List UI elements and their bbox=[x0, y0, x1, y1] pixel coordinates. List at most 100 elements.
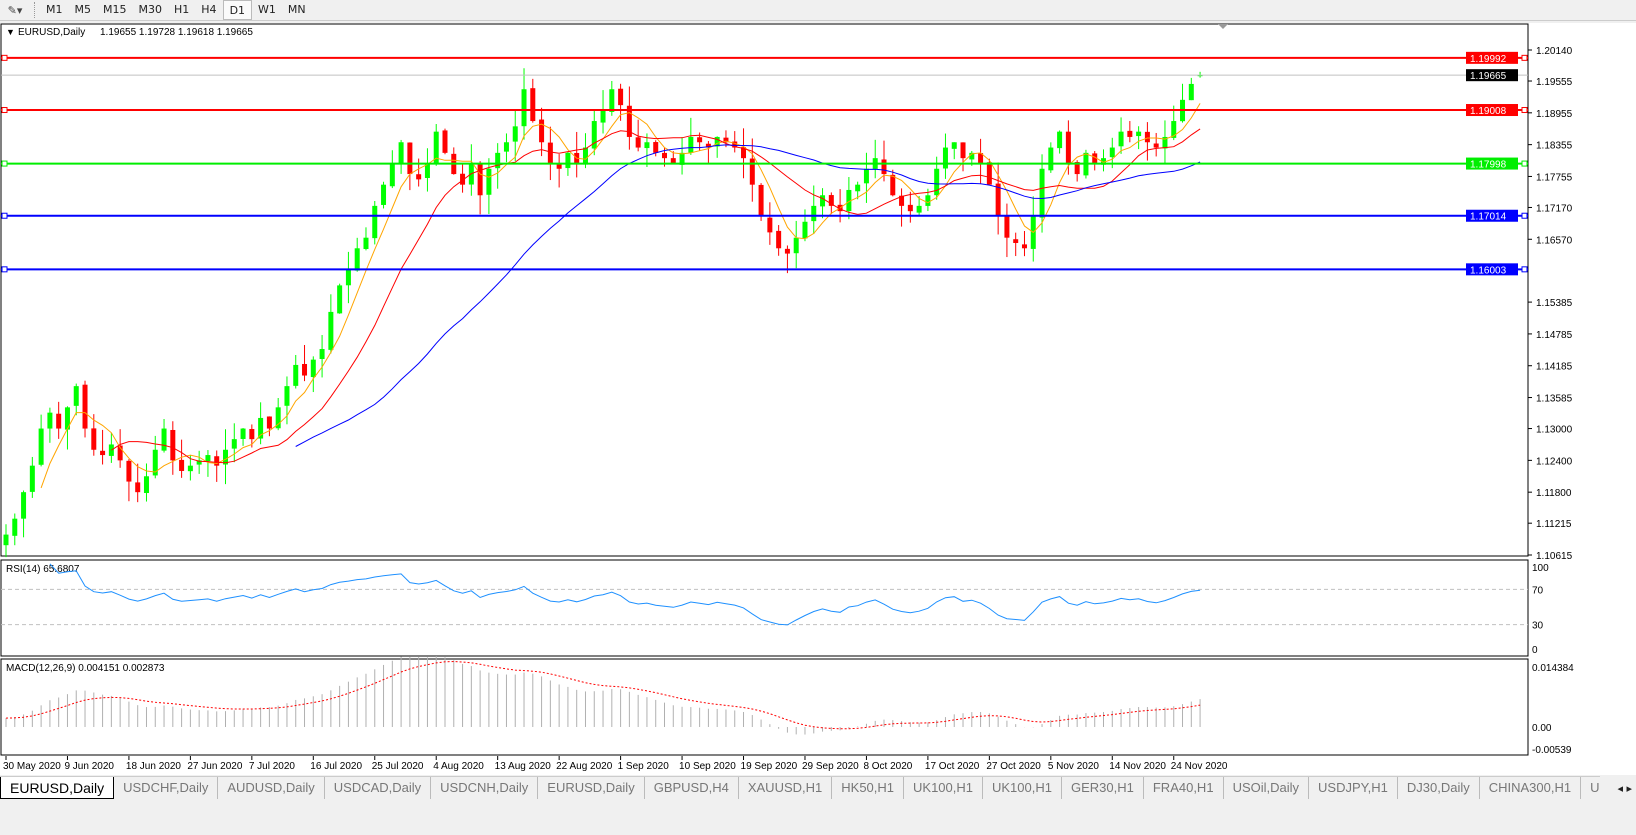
timeframe-h1[interactable]: H1 bbox=[174, 3, 190, 16]
candle-body bbox=[1092, 153, 1098, 164]
date-tick-label: 9 Jun 2020 bbox=[64, 761, 114, 772]
candle-body bbox=[1065, 131, 1071, 164]
timeframe-m15[interactable]: M15 bbox=[103, 3, 127, 16]
candle-body bbox=[662, 152, 667, 159]
level-price-label: 1.17998 bbox=[1470, 160, 1507, 171]
candle-body bbox=[521, 89, 527, 127]
date-tick-label: 18 Jun 2020 bbox=[126, 761, 181, 772]
candle-body bbox=[890, 174, 896, 196]
candle-body bbox=[240, 428, 246, 439]
price-chart[interactable]: ▼ EURUSD,Daily 1.19655 1.19728 1.19618 1.1… bbox=[0, 23, 1636, 775]
chart-tab[interactable]: AUDUSD,Daily bbox=[218, 777, 325, 799]
candle-body bbox=[960, 142, 966, 159]
level-price-box bbox=[1466, 104, 1518, 117]
timeframe-m5[interactable]: M5 bbox=[74, 3, 92, 16]
candle-body bbox=[793, 237, 799, 254]
chart-tabs: EURUSD,Daily USDCHF,Daily AUDUSD,Daily USDC… bbox=[0, 776, 1600, 800]
candle-body bbox=[1021, 244, 1027, 249]
chart-tab[interactable]: USOil,Daily bbox=[1224, 777, 1310, 799]
chart-tab[interactable]: UK100,H1 bbox=[983, 777, 1062, 799]
collapse-icon: ▼ bbox=[6, 27, 15, 37]
candle-body bbox=[319, 349, 325, 359]
chart-tab[interactable]: USOil,H1 bbox=[1581, 777, 1600, 799]
date-tick-label: 14 Nov 2020 bbox=[1109, 761, 1166, 772]
level-handle-left bbox=[1, 160, 8, 167]
candle-body bbox=[512, 126, 518, 142]
candle-body bbox=[626, 105, 632, 137]
candle-body bbox=[117, 445, 123, 461]
chart-tab[interactable]: GBPUSD,H4 bbox=[645, 777, 739, 799]
candle-body bbox=[846, 189, 852, 212]
candle-body bbox=[433, 131, 439, 165]
price-tick-label: 1.14785 bbox=[1536, 330, 1573, 341]
candle-body bbox=[486, 168, 492, 195]
chart-tab[interactable]: GER30,H1 bbox=[1062, 777, 1144, 799]
rsi-pane-border bbox=[0, 559, 1529, 657]
candle-body bbox=[942, 147, 948, 169]
candle-body bbox=[161, 428, 167, 451]
chart-tab[interactable]: XAUUSD,H1 bbox=[739, 777, 833, 799]
timeframe-m30[interactable]: M30 bbox=[138, 3, 163, 16]
candle-body bbox=[1048, 147, 1054, 171]
candle-body bbox=[863, 168, 869, 184]
candle-body bbox=[407, 142, 413, 175]
candle-body bbox=[477, 163, 483, 196]
candle-body bbox=[1162, 136, 1168, 149]
candle-body bbox=[749, 158, 755, 185]
price-tick-label: 1.15385 bbox=[1536, 298, 1573, 309]
candle-body bbox=[108, 444, 114, 456]
candle-body bbox=[539, 119, 545, 143]
date-tick-label: 8 Oct 2020 bbox=[863, 761, 912, 772]
date-tick-label: 7 Jul 2020 bbox=[249, 761, 296, 772]
chart-tab[interactable]: CHINA300,H1 bbox=[1480, 777, 1582, 799]
candle-body bbox=[565, 152, 571, 169]
chart-tab[interactable]: USDCHF,Daily bbox=[114, 777, 219, 799]
chart-tab[interactable]: USDCNH,Daily bbox=[431, 777, 539, 799]
timeframe-w1[interactable]: W1 bbox=[258, 3, 276, 16]
candle-body bbox=[1118, 131, 1124, 147]
chart-tab[interactable]: USDJPY,H1 bbox=[1309, 777, 1398, 799]
candle-body bbox=[381, 184, 387, 205]
price-tick-label: 1.11800 bbox=[1536, 488, 1572, 499]
candle-body bbox=[741, 147, 747, 159]
chart-window[interactable]: ▼ EURUSD,Daily 1.19655 1.19728 1.19618 1.1… bbox=[0, 23, 1636, 775]
candle-body bbox=[986, 162, 992, 185]
level-price-label: 1.16003 bbox=[1470, 265, 1507, 276]
date-tick-label: 13 Aug 2020 bbox=[495, 761, 552, 772]
candle-body bbox=[187, 465, 193, 472]
candle-body bbox=[398, 142, 404, 164]
candle-body bbox=[258, 417, 264, 439]
candle-body bbox=[1057, 131, 1063, 149]
chart-tab[interactable]: HK50,H1 bbox=[832, 777, 905, 799]
timeframe-m1[interactable]: M1 bbox=[46, 3, 63, 16]
chart-tab[interactable]: USDCAD,Daily bbox=[325, 777, 432, 799]
candle-body bbox=[214, 456, 220, 466]
rsi-tick-label: 30 bbox=[1532, 621, 1544, 632]
candle-body bbox=[223, 449, 228, 465]
price-tick-label: 1.20140 bbox=[1536, 46, 1573, 57]
candle-body bbox=[275, 407, 281, 429]
candle-body bbox=[767, 217, 773, 233]
date-tick-label: 4 Aug 2020 bbox=[433, 761, 484, 772]
timeframe-mn[interactable]: MN bbox=[287, 3, 306, 16]
chart-tab[interactable]: EURUSD,Daily bbox=[538, 777, 645, 799]
chart-tab[interactable]: DJ30,Daily bbox=[1398, 777, 1480, 799]
level-handle-right bbox=[1521, 266, 1528, 273]
candle-body bbox=[460, 173, 466, 185]
status-area bbox=[0, 800, 1636, 835]
candle-body bbox=[1171, 121, 1177, 138]
chart-tab[interactable]: EURUSD,Daily bbox=[0, 777, 115, 799]
tab-scroll-arrows[interactable]: ◂ ▸ bbox=[1617, 782, 1632, 795]
chart-tab[interactable]: FRA40,H1 bbox=[1144, 777, 1224, 799]
level-price-box bbox=[1466, 157, 1518, 170]
candle-body bbox=[179, 459, 185, 471]
candle-body bbox=[56, 413, 62, 429]
chart-tab[interactable]: UK100,H1 bbox=[904, 777, 983, 799]
line-tool-icon[interactable]: ✎▾ bbox=[7, 3, 23, 17]
timeframe-d1[interactable]: D1 bbox=[222, 0, 253, 20]
candle-body bbox=[12, 518, 18, 536]
price-tick-label: 1.14185 bbox=[1536, 362, 1573, 373]
timeframe-h4[interactable]: H4 bbox=[201, 3, 217, 16]
candle-body bbox=[679, 152, 685, 165]
level-handle-right bbox=[1521, 54, 1528, 61]
